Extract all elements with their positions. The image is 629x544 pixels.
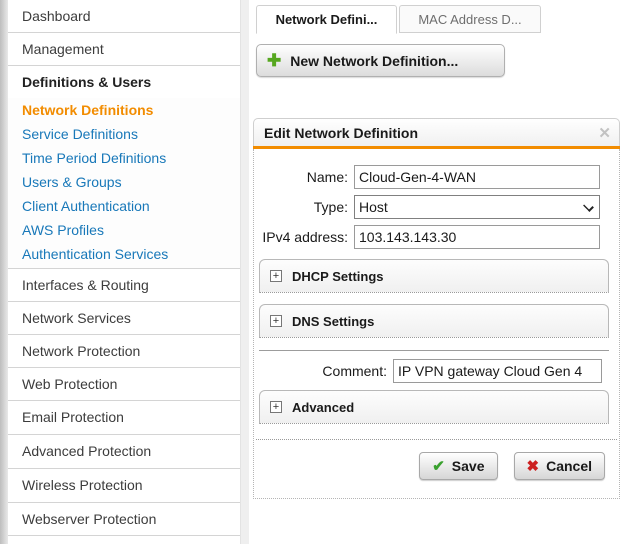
edit-network-definition-dialog: Edit Network Definition ✕ Name: Type: Ho… [253,118,620,499]
sidebar-item-webserver-protection[interactable]: Webserver Protection [8,503,240,536]
ipv4-address-label: IPv4 address: [262,229,348,245]
sidebar-item-web-protection[interactable]: Web Protection [8,368,240,401]
sidebar-item-wireless-protection[interactable]: Wireless Protection [8,469,240,503]
dns-settings-section[interactable]: + DNS Settings [259,304,609,338]
sidebar-item-network-services[interactable]: Network Services [8,302,240,335]
dialog-title: Edit Network Definition [264,124,418,141]
expand-icon[interactable]: + [270,315,282,327]
comment-field[interactable] [393,359,602,383]
sidebar-item-management[interactable]: Management [8,33,240,66]
type-label: Type: [313,199,348,215]
expand-icon[interactable]: + [270,270,282,282]
cancel-button-label: Cancel [546,458,592,474]
save-button[interactable]: ✔ Save [419,452,498,480]
comment-label: Comment: [322,363,387,379]
sidebar-item-service-definitions[interactable]: Service Definitions [22,126,138,142]
sidebar-divider-strip [240,0,249,544]
sidebar-section-definitions-users[interactable]: Definitions & Users [22,74,152,90]
new-network-definition-button[interactable]: ✚ New Network Definition... [256,44,505,77]
type-select[interactable]: Host [354,195,600,219]
dns-settings-label: DNS Settings [292,313,375,329]
cancel-button[interactable]: ✖ Cancel [513,452,605,480]
x-icon: ✖ [526,458,540,475]
new-network-definition-label: New Network Definition... [290,52,459,69]
name-label: Name: [306,169,348,185]
expand-icon[interactable]: + [270,401,282,413]
sidebar-item-dashboard[interactable]: Dashboard [8,0,240,33]
buttons-separator [256,439,617,440]
close-icon[interactable]: ✕ [598,124,611,142]
ipv4-address-field[interactable] [354,225,600,249]
tab-mac-address-definitions[interactable]: MAC Address D... [399,5,541,33]
check-icon: ✔ [432,458,445,475]
name-field[interactable] [354,165,600,189]
sidebar-item-client-authentication[interactable]: Client Authentication [22,198,150,214]
dialog-body: Name: Type: Host IPv4 address: + DHCP Se… [253,149,620,499]
advanced-section[interactable]: + Advanced [259,390,609,424]
dialog-accent-bar [253,146,620,149]
comment-separator [259,350,609,351]
left-edge-scroll-strip [0,0,8,544]
sidebar-item-network-protection[interactable]: Network Protection [8,335,240,368]
save-button-label: Save [451,458,485,474]
sidebar-item-authentication-services[interactable]: Authentication Services [22,246,169,262]
tab-network-definitions[interactable]: Network Defini... [256,5,397,34]
dialog-header: Edit Network Definition ✕ [253,118,620,146]
sidebar-item-email-protection[interactable]: Email Protection [8,401,240,435]
sidebar-item-advanced-protection[interactable]: Advanced Protection [8,435,240,469]
main-content: Network Defini... MAC Address D... ✚ New… [253,0,629,544]
dhcp-settings-label: DHCP Settings [292,268,384,284]
sidebar: Dashboard Management Definitions & Users… [8,0,240,544]
sidebar-item-aws-profiles[interactable]: AWS Profiles [22,222,104,238]
sidebar-item-network-definitions[interactable]: Network Definitions [22,102,154,118]
dialog-button-row: ✔ Save ✖ Cancel [254,452,605,480]
plus-icon: ✚ [267,51,282,70]
dhcp-settings-section[interactable]: + DHCP Settings [259,259,609,293]
sidebar-item-users-groups[interactable]: Users & Groups [22,174,122,190]
tab-bar: Network Defini... MAC Address D... [256,5,541,34]
sidebar-submenu: Network Definitions Service Definitions … [8,98,240,269]
advanced-label: Advanced [292,399,355,415]
sidebar-item-interfaces-routing[interactable]: Interfaces & Routing [8,269,240,302]
sidebar-item-time-period-definitions[interactable]: Time Period Definitions [22,150,167,166]
